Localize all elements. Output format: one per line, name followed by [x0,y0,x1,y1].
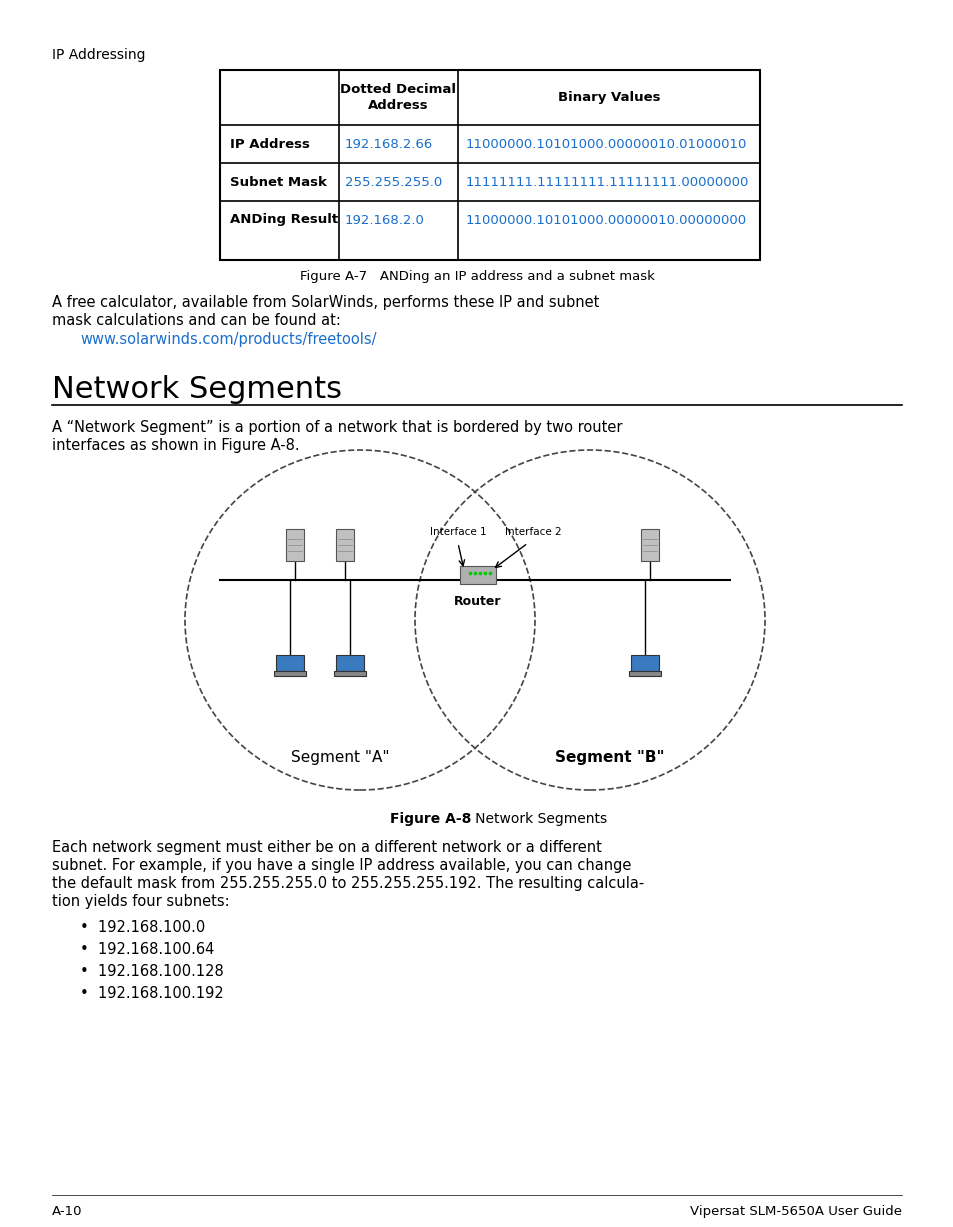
Text: Dotted Decimal
Address: Dotted Decimal Address [340,83,456,112]
Text: IP Addressing: IP Addressing [52,48,146,63]
Text: •  192.168.100.0: • 192.168.100.0 [80,920,205,935]
Text: tion yields four subnets:: tion yields four subnets: [52,894,230,909]
Text: www.solarwinds.com/products/freetools/: www.solarwinds.com/products/freetools/ [80,333,376,347]
Text: Figure A-7   ANDing an IP address and a subnet mask: Figure A-7 ANDing an IP address and a su… [299,270,654,283]
Bar [220,70,760,260]
Text: 11111111.11111111.11111111.00000000: 11111111.11111111.11111111.00000000 [465,175,748,189]
FancyBboxPatch shape [640,529,659,561]
Text: Segment "B": Segment "B" [555,750,664,764]
Text: 11000000.10101000.00000010.01000010: 11000000.10101000.00000010.01000010 [465,137,746,151]
Text: A “Network Segment” is a portion of a network that is bordered by two router: A “Network Segment” is a portion of a ne… [52,420,622,436]
Text: Each network segment must either be on a different network or a different: Each network segment must either be on a… [52,840,601,855]
Text: the default mask from 255.255.255.0 to 255.255.255.192. The resulting calcula-: the default mask from 255.255.255.0 to 2… [52,876,643,891]
Text: Interface 2: Interface 2 [504,528,560,537]
Text: Interface 1: Interface 1 [429,528,486,537]
FancyBboxPatch shape [628,671,660,676]
Text: 11000000.10101000.00000010.00000000: 11000000.10101000.00000010.00000000 [465,213,746,227]
Text: mask calculations and can be found at:: mask calculations and can be found at: [52,313,340,328]
Text: 192.168.2.0: 192.168.2.0 [344,213,424,227]
Text: •  192.168.100.192: • 192.168.100.192 [80,987,224,1001]
Text: subnet. For example, if you have a single IP address available, you can change: subnet. For example, if you have a singl… [52,858,631,872]
Text: Segment "A": Segment "A" [291,750,389,764]
FancyBboxPatch shape [630,655,659,671]
FancyBboxPatch shape [274,671,306,676]
FancyBboxPatch shape [335,529,354,561]
FancyBboxPatch shape [335,655,364,671]
Text: •  192.168.100.64: • 192.168.100.64 [80,942,214,957]
Text: Subnet Mask: Subnet Mask [230,175,327,189]
Text: A-10: A-10 [52,1205,82,1218]
Text: ANDing Result: ANDing Result [230,213,337,227]
FancyBboxPatch shape [275,655,304,671]
FancyBboxPatch shape [286,529,304,561]
Text: Router: Router [454,595,501,609]
Text: •  192.168.100.128: • 192.168.100.128 [80,964,224,979]
Text: Network Segments: Network Segments [52,375,341,404]
Text: A free calculator, available from SolarWinds, performs these IP and subnet: A free calculator, available from SolarW… [52,294,598,310]
Text: Binary Values: Binary Values [557,91,659,104]
FancyBboxPatch shape [334,671,366,676]
Text: 255.255.255.0: 255.255.255.0 [344,175,441,189]
Text: IP Address: IP Address [230,137,310,151]
FancyBboxPatch shape [459,566,496,584]
Text: Figure A-8: Figure A-8 [390,812,471,826]
Text: 192.168.2.66: 192.168.2.66 [344,137,433,151]
Text: Vipersat SLM-5650A User Guide: Vipersat SLM-5650A User Guide [689,1205,901,1218]
Text: interfaces as shown in Figure A-8.: interfaces as shown in Figure A-8. [52,438,299,453]
Text: Network Segments: Network Segments [461,812,606,826]
